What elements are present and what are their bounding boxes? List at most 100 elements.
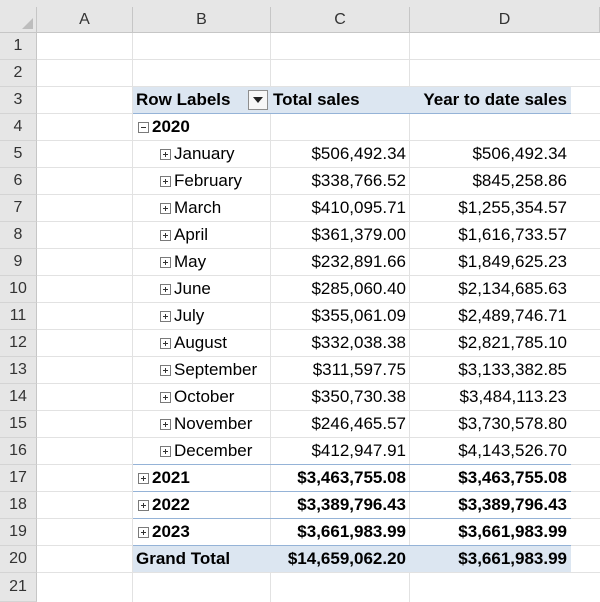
year-ytd-cell[interactable]: $3,389,796.43 bbox=[458, 495, 567, 514]
month-row-label[interactable]: October bbox=[160, 384, 270, 410]
month-row-label[interactable]: November bbox=[160, 411, 270, 437]
month-total-cell[interactable]: $355,061.09 bbox=[311, 306, 406, 325]
expand-icon[interactable] bbox=[160, 445, 171, 457]
gridline bbox=[37, 248, 600, 249]
expand-icon[interactable] bbox=[138, 526, 149, 538]
collapse-icon[interactable] bbox=[138, 121, 149, 133]
month-ytd-cell[interactable]: $1,255,354.57 bbox=[458, 198, 567, 217]
row-labels-filter-button[interactable] bbox=[248, 90, 268, 110]
year-label: 2021 bbox=[152, 468, 190, 487]
row-header[interactable]: 21 bbox=[0, 573, 37, 602]
month-total-cell[interactable]: $338,766.52 bbox=[311, 171, 406, 190]
month-ytd-cell[interactable]: $3,484,113.23 bbox=[459, 387, 567, 406]
month-total-cell[interactable]: $506,492.34 bbox=[311, 144, 406, 163]
column-header-b[interactable]: B bbox=[133, 7, 271, 33]
expand-icon[interactable] bbox=[160, 418, 171, 430]
year-ytd-cell[interactable]: $3,463,755.08 bbox=[458, 468, 567, 487]
grand-total-ytd-cell[interactable]: $3,661,983.99 bbox=[458, 549, 567, 568]
row-header[interactable]: 11 bbox=[0, 303, 37, 330]
year-row-label[interactable]: 2021 bbox=[138, 465, 270, 491]
row-header[interactable]: 16 bbox=[0, 438, 37, 465]
row-header[interactable]: 1 bbox=[0, 33, 37, 60]
year-2020-row[interactable]: 2020 bbox=[138, 114, 270, 140]
expand-icon[interactable] bbox=[160, 364, 171, 376]
row-header[interactable]: 5 bbox=[0, 141, 37, 168]
column-header-a[interactable]: A bbox=[37, 7, 133, 33]
row-header[interactable]: 14 bbox=[0, 384, 37, 411]
month-total-cell[interactable]: $311,597.75 bbox=[312, 360, 406, 379]
column-header-c[interactable]: C bbox=[271, 7, 410, 33]
month-ytd-cell[interactable]: $845,258.86 bbox=[472, 171, 567, 190]
row-header[interactable]: 15 bbox=[0, 411, 37, 438]
expand-icon[interactable] bbox=[160, 148, 171, 160]
row-header[interactable]: 8 bbox=[0, 222, 37, 249]
row-header[interactable]: 13 bbox=[0, 357, 37, 384]
row-header[interactable]: 19 bbox=[0, 519, 37, 546]
month-row-label[interactable]: April bbox=[160, 222, 270, 248]
month-row-label[interactable]: September bbox=[160, 357, 270, 383]
expand-icon[interactable] bbox=[160, 310, 171, 322]
select-all-corner[interactable] bbox=[0, 7, 37, 33]
expand-icon[interactable] bbox=[160, 283, 171, 295]
expand-icon[interactable] bbox=[160, 337, 171, 349]
month-total-cell[interactable]: $361,379.00 bbox=[311, 225, 406, 244]
expand-icon[interactable] bbox=[160, 229, 171, 241]
month-total-cell[interactable]: $350,730.38 bbox=[311, 387, 406, 406]
month-label: September bbox=[174, 360, 258, 379]
month-ytd-cell[interactable]: $3,133,382.85 bbox=[458, 360, 567, 379]
month-label: July bbox=[174, 306, 205, 325]
month-ytd-cell[interactable]: $2,489,746.71 bbox=[458, 306, 567, 325]
grand-total-sales-cell[interactable]: $14,659,062.20 bbox=[287, 549, 406, 568]
row-header[interactable]: 12 bbox=[0, 330, 37, 357]
month-row-label[interactable]: August bbox=[160, 330, 270, 356]
row-header[interactable]: 9 bbox=[0, 249, 37, 276]
row-header[interactable]: 7 bbox=[0, 195, 37, 222]
year-total-cell[interactable]: $3,389,796.43 bbox=[297, 495, 406, 514]
month-total-cell[interactable]: $412,947.91 bbox=[311, 441, 406, 460]
column-header-d[interactable]: D bbox=[410, 7, 600, 33]
year-2020-label: 2020 bbox=[152, 117, 190, 136]
month-ytd-cell[interactable]: $3,730,578.80 bbox=[458, 414, 567, 433]
month-total-cell[interactable]: $285,060.40 bbox=[311, 279, 406, 298]
year-total-cell[interactable]: $3,463,755.08 bbox=[297, 468, 406, 487]
row-header[interactable]: 17 bbox=[0, 465, 37, 492]
month-row-label[interactable]: June bbox=[160, 276, 270, 302]
row-header[interactable]: 2 bbox=[0, 60, 37, 87]
month-ytd-cell[interactable]: $2,134,685.63 bbox=[458, 279, 567, 298]
month-row-label[interactable]: January bbox=[160, 141, 270, 167]
month-ytd-cell[interactable]: $1,616,733.57 bbox=[458, 225, 567, 244]
row-header[interactable]: 20 bbox=[0, 546, 37, 573]
expand-icon[interactable] bbox=[160, 391, 171, 403]
month-label: December bbox=[174, 441, 253, 460]
month-ytd-cell[interactable]: $506,492.34 bbox=[472, 144, 567, 163]
month-total-cell[interactable]: $232,891.66 bbox=[311, 252, 406, 271]
row-header[interactable]: 6 bbox=[0, 168, 37, 195]
row-header[interactable]: 10 bbox=[0, 276, 37, 303]
month-row-label[interactable]: December bbox=[160, 438, 270, 464]
expand-icon[interactable] bbox=[160, 175, 171, 187]
row-header[interactable]: 18 bbox=[0, 492, 37, 519]
year-row-label[interactable]: 2023 bbox=[138, 519, 270, 545]
month-label: April bbox=[174, 225, 209, 244]
month-ytd-cell[interactable]: $4,143,526.70 bbox=[458, 441, 567, 460]
month-ytd-cell[interactable]: $2,821,785.10 bbox=[458, 333, 567, 352]
expand-icon[interactable] bbox=[138, 499, 149, 511]
month-row-label[interactable]: February bbox=[160, 168, 270, 194]
month-ytd-cell[interactable]: $1,849,625.23 bbox=[458, 252, 567, 271]
year-row-label[interactable]: 2022 bbox=[138, 492, 270, 518]
row-header[interactable]: 4 bbox=[0, 114, 37, 141]
month-total-cell[interactable]: $246,465.57 bbox=[311, 414, 406, 433]
row-header[interactable]: 3 bbox=[0, 87, 37, 114]
year-label: 2023 bbox=[152, 522, 190, 541]
month-row-label[interactable]: May bbox=[160, 249, 270, 275]
month-row-label[interactable]: March bbox=[160, 195, 270, 221]
month-total-cell[interactable]: $410,095.71 bbox=[311, 198, 406, 217]
month-row-label[interactable]: July bbox=[160, 303, 270, 329]
expand-icon[interactable] bbox=[160, 256, 171, 268]
month-total-cell[interactable]: $332,038.38 bbox=[311, 333, 406, 352]
expand-icon[interactable] bbox=[138, 472, 149, 484]
year-ytd-cell[interactable]: $3,661,983.99 bbox=[458, 522, 567, 541]
month-label: January bbox=[174, 144, 235, 163]
year-total-cell[interactable]: $3,661,983.99 bbox=[297, 522, 406, 541]
expand-icon[interactable] bbox=[160, 202, 171, 214]
